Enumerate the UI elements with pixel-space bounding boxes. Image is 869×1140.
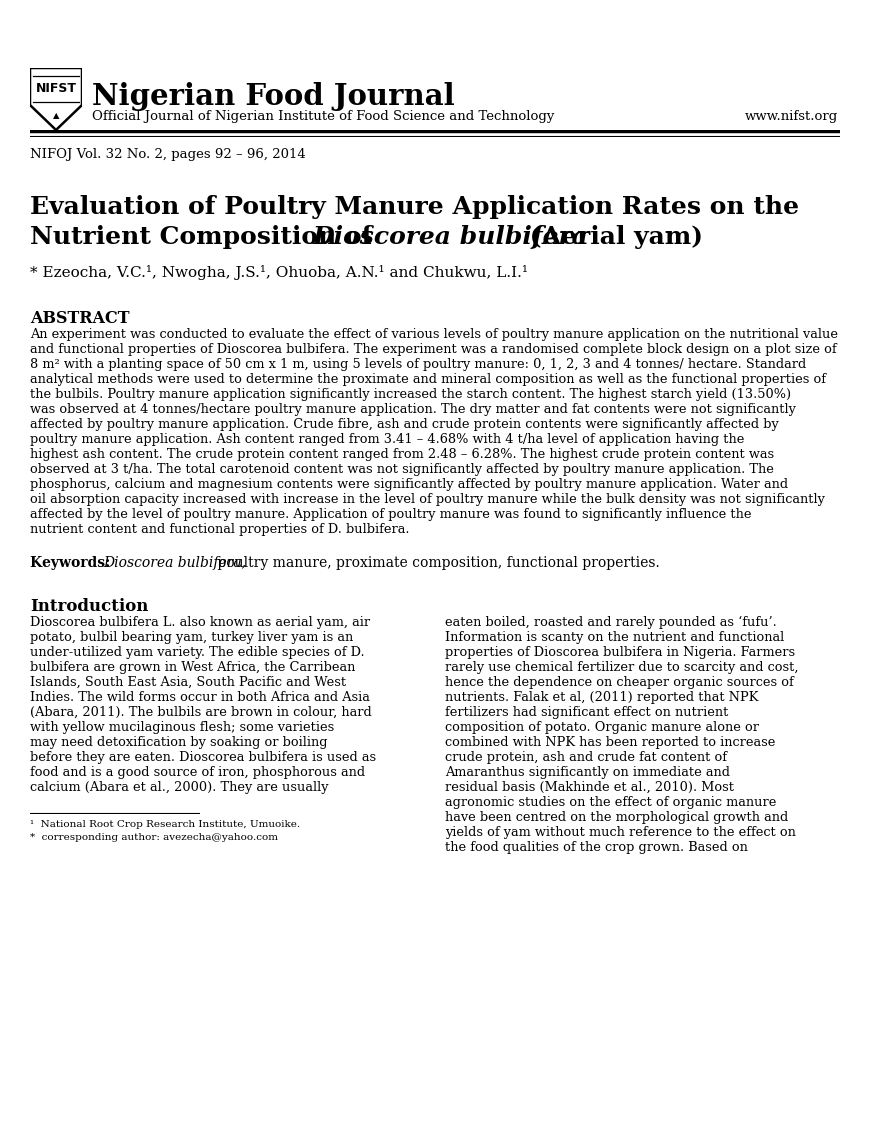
Text: oil absorption capacity increased with increase in the level of poultry manure w: oil absorption capacity increased with i… [30,492,824,506]
Text: rarely use chemical fertilizer due to scarcity and cost,: rarely use chemical fertilizer due to sc… [444,661,798,674]
Text: yields of yam without much reference to the effect on: yields of yam without much reference to … [444,826,795,839]
Text: *  corresponding author: avezecha@yahoo.com: * corresponding author: avezecha@yahoo.c… [30,833,278,842]
Text: potato, bulbil bearing yam, turkey liver yam is an: potato, bulbil bearing yam, turkey liver… [30,632,353,644]
Text: residual basis (Makhinde et al., 2010). Most: residual basis (Makhinde et al., 2010). … [444,781,733,793]
Text: (Aerial yam): (Aerial yam) [521,225,702,249]
Text: Islands, South East Asia, South Pacific and West: Islands, South East Asia, South Pacific … [30,676,346,689]
Text: food and is a good source of iron, phosphorous and: food and is a good source of iron, phosp… [30,766,365,779]
Text: phosphorus, calcium and magnesium contents were significantly affected by poultr: phosphorus, calcium and magnesium conten… [30,478,787,491]
Text: crude protein, ash and crude fat content of: crude protein, ash and crude fat content… [444,751,726,764]
Text: Dioscorea bulbifera,: Dioscorea bulbifera, [103,556,246,570]
Text: nutrient content and functional properties of D. bulbifera.: nutrient content and functional properti… [30,523,409,536]
Text: affected by the level of poultry manure. Application of poultry manure was found: affected by the level of poultry manure.… [30,508,751,521]
Text: have been centred on the morphological growth and: have been centred on the morphological g… [444,811,787,824]
Text: affected by poultry manure application. Crude fibre, ash and crude protein conte: affected by poultry manure application. … [30,418,778,431]
Text: before they are eaten. Dioscorea bulbifera is used as: before they are eaten. Dioscorea bulbife… [30,751,375,764]
Text: Nutrient Composition of: Nutrient Composition of [30,225,381,249]
Text: Evaluation of Poultry Manure Application Rates on the: Evaluation of Poultry Manure Application… [30,195,799,219]
Text: Amaranthus significantly on immediate and: Amaranthus significantly on immediate an… [444,766,729,779]
Text: was observed at 4 tonnes/hectare poultry manure application. The dry matter and : was observed at 4 tonnes/hectare poultry… [30,404,795,416]
Text: the food qualities of the crop grown. Based on: the food qualities of the crop grown. Ba… [444,841,747,854]
Text: observed at 3 t/ha. The total carotenoid content was not significantly affected : observed at 3 t/ha. The total carotenoid… [30,463,773,477]
Text: composition of potato. Organic manure alone or: composition of potato. Organic manure al… [444,720,758,734]
Text: Dioscorea bulbifera L. also known as aerial yam, air: Dioscorea bulbifera L. also known as aer… [30,616,369,629]
Text: Keywords:: Keywords: [30,556,115,570]
Text: agronomic studies on the effect of organic manure: agronomic studies on the effect of organ… [444,796,775,809]
Text: combined with NPK has been reported to increase: combined with NPK has been reported to i… [444,736,774,749]
Text: Indies. The wild forms occur in both Africa and Asia: Indies. The wild forms occur in both Afr… [30,691,369,705]
Text: properties of Dioscorea bulbifera in Nigeria. Farmers: properties of Dioscorea bulbifera in Nig… [444,646,794,659]
Text: * Ezeocha, V.C.¹, Nwogha, J.S.¹, Ohuoba, A.N.¹ and Chukwu, L.I.¹: * Ezeocha, V.C.¹, Nwogha, J.S.¹, Ohuoba,… [30,264,527,280]
Text: 8 m² with a planting space of 50 cm x 1 m, using 5 levels of poultry manure: 0, : 8 m² with a planting space of 50 cm x 1 … [30,358,806,370]
Text: highest ash content. The crude protein content ranged from 2.48 – 6.28%. The hig: highest ash content. The crude protein c… [30,448,773,461]
Text: NIFST: NIFST [36,82,76,96]
Text: and functional properties of Dioscorea bulbifera. The experiment was a randomise: and functional properties of Dioscorea b… [30,343,836,356]
Text: calcium (Abara et al., 2000). They are usually: calcium (Abara et al., 2000). They are u… [30,781,328,793]
Text: Dioscorea bulbifera: Dioscorea bulbifera [313,225,588,249]
Text: with yellow mucilaginous flesh; some varieties: with yellow mucilaginous flesh; some var… [30,720,334,734]
Text: hence the dependence on cheaper organic sources of: hence the dependence on cheaper organic … [444,676,793,689]
Text: poultry manure, proximate composition, functional properties.: poultry manure, proximate composition, f… [213,556,659,570]
Text: Information is scanty on the nutrient and functional: Information is scanty on the nutrient an… [444,632,783,644]
Text: (Abara, 2011). The bulbils are brown in colour, hard: (Abara, 2011). The bulbils are brown in … [30,706,371,719]
Text: eaten boiled, roasted and rarely pounded as ‘fufu’.: eaten boiled, roasted and rarely pounded… [444,616,776,629]
Polygon shape [30,68,82,130]
Text: Nigerian Food Journal: Nigerian Food Journal [92,82,454,111]
Text: under-utilized yam variety. The edible species of D.: under-utilized yam variety. The edible s… [30,646,364,659]
Text: NIFOJ Vol. 32 No. 2, pages 92 – 96, 2014: NIFOJ Vol. 32 No. 2, pages 92 – 96, 2014 [30,148,305,161]
Text: ▲: ▲ [53,112,59,121]
Text: Introduction: Introduction [30,598,149,614]
Text: ABSTRACT: ABSTRACT [30,310,129,327]
Text: analytical methods were used to determine the proximate and mineral composition : analytical methods were used to determin… [30,373,825,386]
Text: the bulbils. Poultry manure application significantly increased the starch conte: the bulbils. Poultry manure application … [30,388,790,401]
Text: www.nifst.org: www.nifst.org [744,109,837,123]
Text: bulbifera are grown in West Africa, the Carribean: bulbifera are grown in West Africa, the … [30,661,355,674]
Text: fertilizers had significant effect on nutrient: fertilizers had significant effect on nu… [444,706,727,719]
Text: ¹  National Root Crop Research Institute, Umuoike.: ¹ National Root Crop Research Institute,… [30,820,300,829]
Text: Official Journal of Nigerian Institute of Food Science and Technology: Official Journal of Nigerian Institute o… [92,109,554,123]
Text: may need detoxification by soaking or boiling: may need detoxification by soaking or bo… [30,736,327,749]
Text: An experiment was conducted to evaluate the effect of various levels of poultry : An experiment was conducted to evaluate … [30,328,837,341]
Text: poultry manure application. Ash content ranged from 3.41 – 4.68% with 4 t/ha lev: poultry manure application. Ash content … [30,433,744,446]
Text: nutrients. Falak et al, (2011) reported that NPK: nutrients. Falak et al, (2011) reported … [444,691,758,705]
